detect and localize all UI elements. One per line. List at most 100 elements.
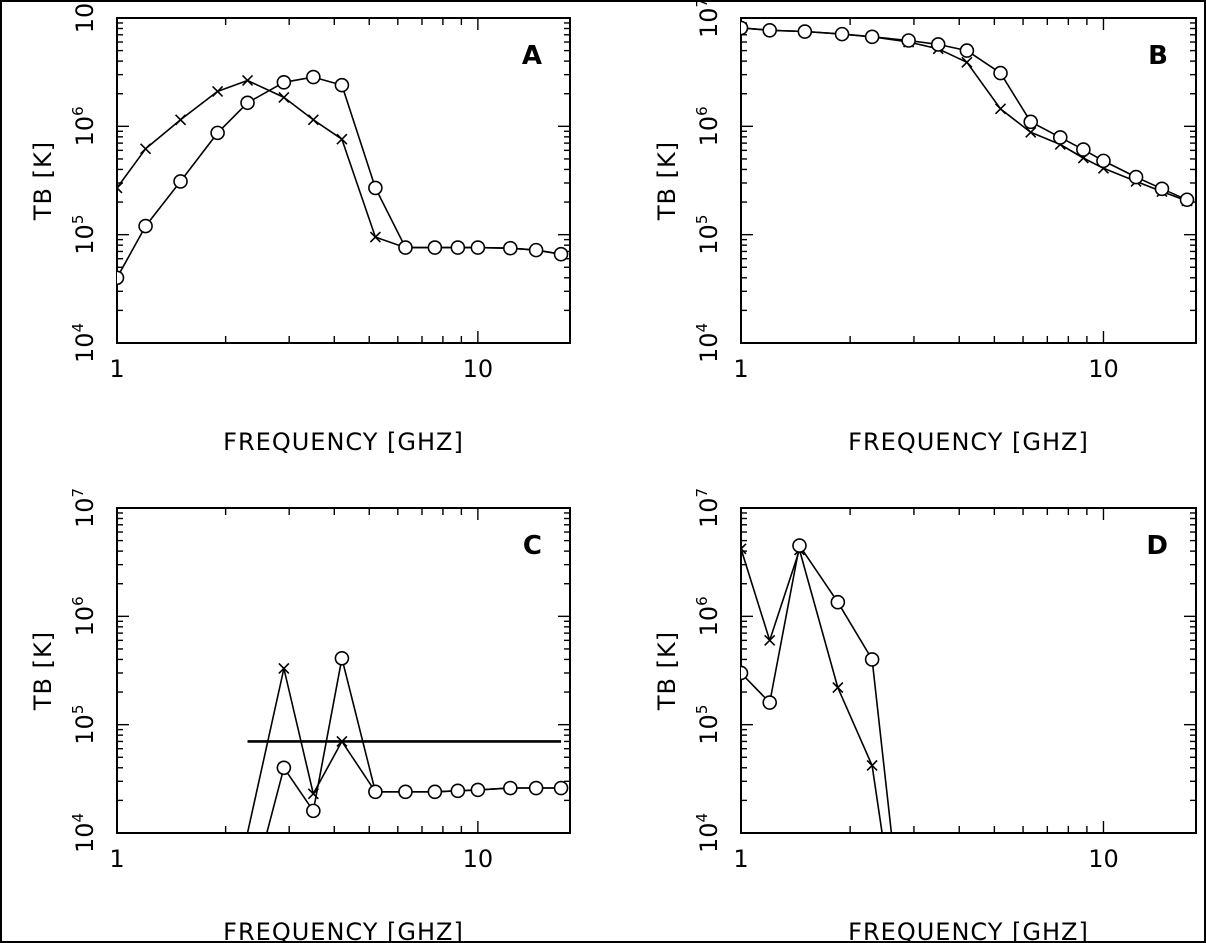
- panel-c-series-cross-line: [246, 667, 561, 833]
- panel-b-y-tick-label: 104: [693, 323, 723, 363]
- panel-d-y-tick-label: 105: [693, 705, 723, 745]
- panel-c-series-circle-point: [334, 650, 350, 666]
- panel-c-plot-frame: [116, 507, 571, 834]
- panel-b-plot-frame: [740, 17, 1197, 344]
- panel-a-series-circle-point: [117, 270, 125, 286]
- panel-c-y-tick-exponent: 7: [69, 488, 87, 498]
- panel-a-series-circle-point: [528, 242, 544, 258]
- panel-a-series-circle-point: [210, 125, 225, 141]
- panel-a-y-tick-label: 105: [69, 215, 99, 255]
- panel-c-y-tick-exponent: 4: [69, 813, 87, 823]
- panel-c-series-circle-point: [398, 784, 413, 800]
- panel-a-series-cross-point-stroke-b: [369, 231, 381, 243]
- panel-b-y-tick-base: 10: [695, 8, 723, 39]
- panel-a-series-cross-point-stroke-b: [307, 114, 319, 126]
- panel-b-y-tick-base: 10: [695, 224, 723, 255]
- panel-a-series-cross-point: [212, 85, 224, 97]
- panel-b-y-tick-exponent: 6: [693, 106, 711, 116]
- panel-a-series-circle-point: [240, 95, 255, 111]
- panel-d-series-cross-point-stroke-b: [832, 682, 844, 694]
- panel-a-series-circle-point: [503, 240, 518, 256]
- panel-c-series-circle-point: [503, 780, 518, 796]
- panel-a-series-circle-point: [368, 180, 383, 196]
- panel-a-y-tick-label: 106: [69, 106, 99, 146]
- panel-d-series-circle-point: [792, 538, 807, 553]
- panel-a-y-tick-label: 10: [71, 3, 99, 34]
- panel-c-y-tick-base: 10: [71, 823, 99, 854]
- panel-d-series-cross-point-stroke-b: [764, 634, 776, 646]
- panel-b-data: [741, 20, 1195, 208]
- panel-c-y-tick-label: 107: [69, 488, 99, 528]
- panel-a-panel-letter: A: [522, 41, 542, 71]
- panel-b-series-circle-point: [1096, 153, 1111, 169]
- panel-c-y-tick-base: 10: [71, 714, 99, 745]
- panel-d-y-tick-base: 10: [695, 606, 723, 637]
- panel-d-y-tick-base: 10: [695, 823, 723, 854]
- panel-d-series-cross-line: [741, 548, 883, 833]
- panel-a-series-circle-point: [470, 240, 486, 255]
- panel-d-series-cross-point-stroke-b: [866, 759, 878, 772]
- panel-b-series-circle-point: [959, 43, 975, 58]
- panel-c-series-cross-point-stroke-b: [336, 735, 348, 748]
- panel-d-y-tick-label: 106: [693, 596, 723, 636]
- panel-b-y-tick-exponent: 7: [693, 0, 711, 8]
- panel-c-series-circle-point: [470, 782, 486, 798]
- panel-d-series-circle-point: [762, 695, 778, 710]
- panel-b-x-tick-label: 1: [733, 355, 748, 383]
- panel-a-series-cross-point-stroke-b: [174, 114, 187, 126]
- panel-a-plot-frame: [116, 17, 571, 344]
- panel-d-series-cross-point: [866, 759, 878, 772]
- panel-b-series-circle-point: [901, 33, 916, 48]
- panel-a-series-cross-point: [117, 182, 123, 194]
- panel-c-series-circle-point: [276, 760, 292, 776]
- panel-a-series-cross-point-stroke-b: [117, 182, 123, 190]
- panel-c-y-tick-label: 104: [69, 813, 99, 853]
- panel-a-series-cross-point: [369, 231, 381, 243]
- panel-b-series-circle-point: [797, 24, 813, 39]
- panel-b-series-circle-point: [993, 65, 1008, 81]
- panel-a-series-cross-point-stroke-b: [278, 91, 290, 103]
- panel-d-series-cross-point: [832, 682, 844, 694]
- panel-a-series-circle-point: [398, 240, 413, 255]
- panel-a-series-circle-line: [117, 76, 562, 279]
- panel-b-series-circle-point: [834, 26, 850, 42]
- panel-c-y-axis-title: TB [K]: [29, 631, 57, 711]
- panel-b-series-cross-point-stroke-b: [961, 56, 973, 68]
- panel-a-series-cross-point-stroke-b: [241, 74, 254, 87]
- panel-d-y-tick-label: 107: [693, 488, 723, 528]
- panel-a-x-tick-label: 10: [463, 355, 494, 383]
- panel-d-y-tick-label: 104: [693, 813, 723, 853]
- panel-b-series-circle-point: [741, 20, 749, 36]
- panel-a-series-cross-point: [140, 143, 152, 155]
- panel-c-series-circle-point: [450, 783, 466, 799]
- panel-d-x-axis-title: FREQUENCY [GHZ]: [848, 918, 1089, 943]
- panel-a-data: [117, 69, 569, 286]
- panel-b-series-cross-point: [994, 103, 1007, 115]
- panel-b-series-cross-point-stroke-b: [994, 103, 1007, 115]
- panel-b-series-cross-point-stroke-b: [1025, 126, 1037, 138]
- panel-a-series-circle-point: [138, 218, 153, 234]
- panel-b-series-circle-point: [930, 37, 946, 52]
- panel-d-series-cross-point: [764, 634, 776, 646]
- panel-c-series-circle-point: [528, 780, 544, 796]
- panel-d-y-tick-base: 10: [695, 714, 723, 745]
- panel-b-series-circle-point: [1128, 169, 1144, 185]
- panel-c-series-circle-point: [306, 803, 321, 819]
- panel-c-y-tick-exponent: 6: [69, 596, 87, 606]
- panel-c-series-cross-point: [278, 662, 290, 675]
- panel-a-y-tick-exponent: 4: [69, 323, 87, 333]
- panel-b-series-circle-point: [1023, 114, 1039, 130]
- panel-d-series-cross-point-stroke-a: [741, 547, 747, 555]
- panel-a-y-tick-label: 104: [69, 323, 99, 363]
- panel-b-x-tick-label: 10: [1088, 355, 1119, 383]
- panel-a-series-cross-point: [174, 114, 187, 126]
- panel-d-y-tick-exponent: 7: [693, 488, 711, 498]
- panel-c-y-tick-label: 105: [69, 705, 99, 745]
- panel-d-series-circle-point: [864, 652, 880, 667]
- panel-a-y-tick-base: 10: [71, 3, 99, 34]
- panel-c-y-tick-label: 106: [69, 596, 99, 636]
- panel-b-y-tick-label: 105: [693, 215, 723, 255]
